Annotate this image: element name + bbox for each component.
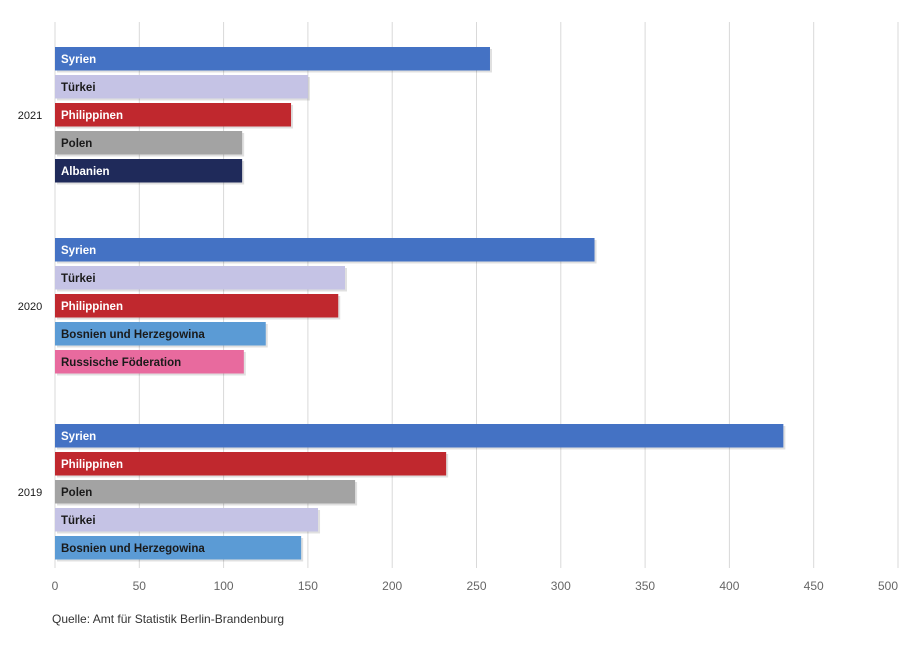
x-axis-tick-labels: 0 50 100 150 200 250 300 350 400 450 500 xyxy=(52,579,899,593)
year-label: 2019 xyxy=(18,487,42,499)
bar xyxy=(55,131,243,155)
bar-group-2021: 2021 Syrien Türkei Philippinen Polen Albanien xyxy=(18,47,492,185)
bar-label: Bosnien und Herzegowina xyxy=(61,543,205,555)
bar xyxy=(55,75,308,99)
bar xyxy=(55,159,243,183)
bar-label: Syrien xyxy=(61,431,96,443)
bar xyxy=(55,480,356,504)
bar-label: Polen xyxy=(61,487,92,499)
bar-label: Türkei xyxy=(61,515,96,527)
bar xyxy=(55,322,266,346)
bar-label: Bosnien und Herzegowina xyxy=(61,329,205,341)
x-tick-label: 150 xyxy=(298,579,318,593)
x-tick-label: 0 xyxy=(52,579,59,593)
bar-label: Russische Föderation xyxy=(61,357,181,369)
x-tick-label: 300 xyxy=(551,579,571,593)
source-note: Quelle: Amt für Statistik Berlin-Branden… xyxy=(52,612,285,626)
bar xyxy=(55,424,784,448)
x-tick-label: 500 xyxy=(878,579,898,593)
bar-label: Syrien xyxy=(61,54,96,66)
bar xyxy=(55,508,319,532)
bar xyxy=(55,536,302,560)
bar xyxy=(55,452,447,476)
bar-label: Türkei xyxy=(61,273,96,285)
bar-label: Philippinen xyxy=(61,459,123,471)
bar-label: Albanien xyxy=(61,166,110,178)
x-tick-label: 350 xyxy=(635,579,655,593)
year-label: 2020 xyxy=(18,301,42,313)
bar-label: Polen xyxy=(61,138,92,150)
bar xyxy=(55,103,292,127)
bar-label: Türkei xyxy=(61,82,96,94)
bar xyxy=(55,47,490,71)
bar-group-2020: 2020 Syrien Türkei Philippinen Bosnien und H… xyxy=(18,238,597,376)
bar-label: Philippinen xyxy=(61,301,123,313)
bar-label: Philippinen xyxy=(61,110,123,122)
x-tick-label: 100 xyxy=(214,579,234,593)
bar-label: Syrien xyxy=(61,245,96,257)
bar xyxy=(55,350,244,374)
x-tick-label: 200 xyxy=(382,579,402,593)
year-label: 2021 xyxy=(18,110,42,122)
bar xyxy=(55,266,345,290)
bar xyxy=(55,238,595,262)
bar xyxy=(55,294,339,318)
bar-group-2019: 2019 Syrien Philippinen Polen Türkei Bosnien … xyxy=(18,424,786,562)
x-tick-label: 450 xyxy=(804,579,824,593)
x-tick-label: 50 xyxy=(133,579,147,593)
x-tick-label: 400 xyxy=(719,579,739,593)
x-tick-label: 250 xyxy=(466,579,486,593)
